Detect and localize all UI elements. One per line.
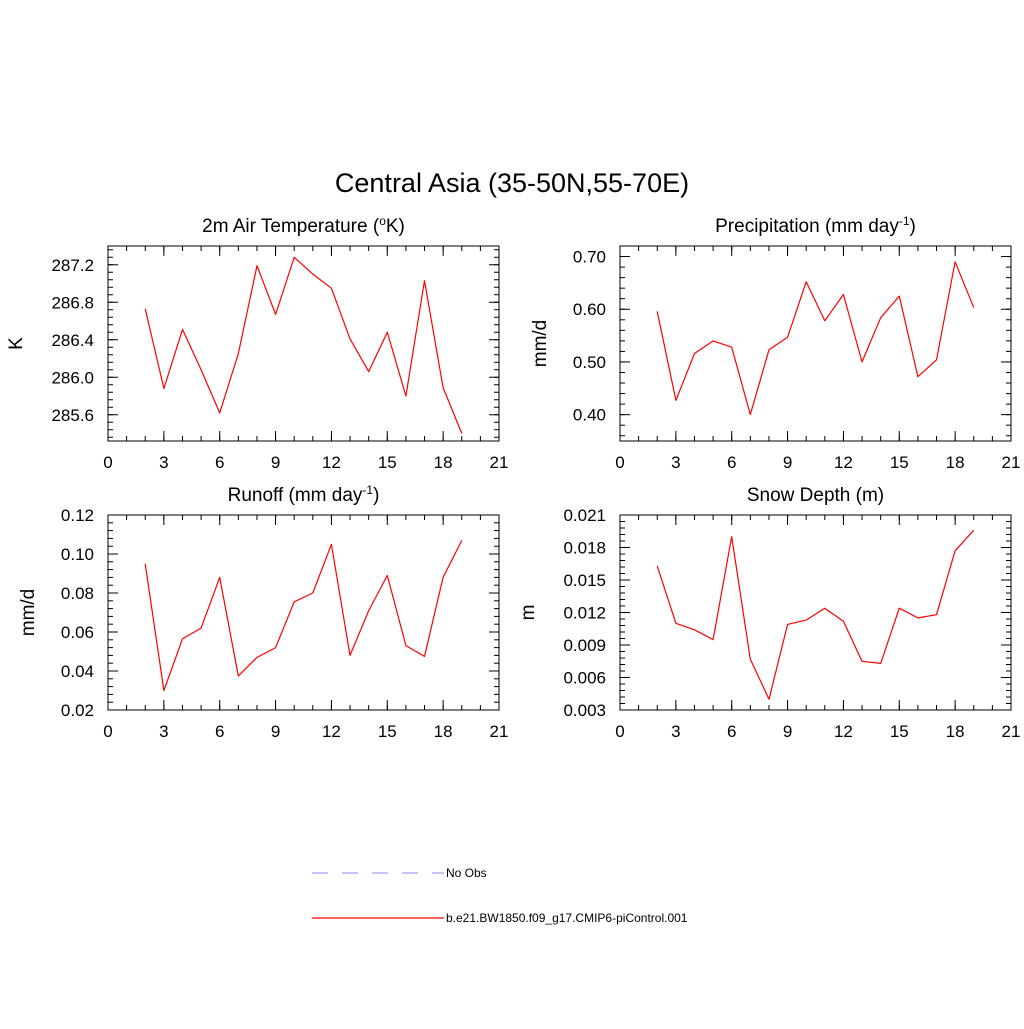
y-tick-label: 285.6 [51, 406, 94, 425]
x-tick-label: 15 [890, 453, 909, 472]
y-tick-label: 0.06 [61, 623, 94, 642]
y-tick-label: 0.12 [61, 506, 94, 525]
y-tick-label: 286.0 [51, 368, 94, 387]
y-axis-label: mm/d [530, 320, 551, 368]
y-tick-label: 0.04 [61, 662, 94, 681]
legend-label: No Obs [446, 866, 487, 880]
x-tick-label: 0 [615, 722, 624, 741]
y-tick-label: 0.012 [563, 604, 606, 623]
panel-4: Snow Depth (m) m 0 3 6 9 12 15 18 21 0.003 0.006 0.0… [518, 485, 1020, 741]
panel-1: 2m Air Temperature (oK) K 0 3 6 9 12 15 18 21 285.… [6, 214, 508, 472]
plot-frame [619, 514, 1012, 711]
y-tick-label: 286.4 [51, 331, 94, 350]
y-tick-label: 0.009 [563, 636, 606, 655]
x-tick-label: 18 [434, 722, 453, 741]
x-tick-label: 6 [215, 453, 224, 472]
x-tick-label: 12 [322, 722, 341, 741]
y-tick-label: 286.8 [51, 293, 94, 312]
x-tick-label: 3 [159, 453, 168, 472]
legend-entry: b.e21.BW1850.f09_g17.CMIP6-piControl.001 [312, 911, 688, 925]
panel-title: Runoff (mm day-1) [228, 483, 380, 506]
x-tick-label: 6 [727, 722, 736, 741]
x-tick-label: 0 [615, 453, 624, 472]
x-tick-label: 9 [271, 722, 280, 741]
x-tick-label: 0 [103, 453, 112, 472]
panel-title: Snow Depth (m) [747, 485, 884, 506]
x-tick-label: 3 [159, 722, 168, 741]
x-tick-label: 18 [434, 453, 453, 472]
x-tick-label: 18 [946, 453, 965, 472]
y-axis-label: K [6, 337, 27, 350]
y-axis-label: mm/d [18, 589, 39, 637]
legend: No Obs b.e21.BW1850.f09_g17.CMIP6-piContr… [312, 866, 688, 925]
x-tick-label: 21 [490, 722, 509, 741]
y-tick-label: 0.08 [61, 584, 94, 603]
y-tick-label: 0.40 [573, 406, 606, 425]
x-tick-label: 9 [271, 453, 280, 472]
x-tick-label: 12 [834, 453, 853, 472]
x-tick-label: 0 [103, 722, 112, 741]
x-tick-label: 21 [1002, 453, 1021, 472]
series-line [656, 529, 975, 700]
series-line [144, 540, 463, 692]
y-tick-label: 0.021 [563, 506, 606, 525]
x-tick-label: 3 [671, 453, 680, 472]
x-tick-label: 15 [378, 722, 397, 741]
panel-title: 2m Air Temperature (oK) [202, 214, 405, 237]
x-tick-label: 12 [834, 722, 853, 741]
x-tick-label: 18 [946, 722, 965, 741]
series-line [656, 261, 975, 416]
x-tick-label: 21 [1002, 722, 1021, 741]
y-tick-label: 0.02 [61, 701, 94, 720]
x-tick-label: 9 [783, 722, 792, 741]
legend-entry: No Obs [312, 866, 487, 880]
y-tick-label: 0.018 [563, 539, 606, 558]
panel-3: Runoff (mm day-1) mm/d 0 3 6 9 12 15 18 21 0.02 0.0… [18, 483, 508, 741]
panels: 2m Air Temperature (oK) K 0 3 6 9 12 15 18 21 285.… [6, 214, 1020, 741]
main-title: Central Asia (35-50N,55-70E) [335, 168, 689, 198]
y-tick-label: 0.70 [573, 248, 606, 267]
x-tick-label: 6 [215, 722, 224, 741]
legend-label: b.e21.BW1850.f09_g17.CMIP6-piControl.001 [446, 911, 688, 925]
y-tick-label: 0.015 [563, 571, 606, 590]
x-tick-label: 12 [322, 453, 341, 472]
panel-2: Precipitation (mm day-1) mm/d 0 3 6 9 12 15 18 21… [530, 214, 1020, 472]
plot-frame [107, 514, 500, 711]
x-tick-label: 15 [378, 453, 397, 472]
plot-frame [107, 245, 500, 442]
y-tick-label: 0.10 [61, 545, 94, 564]
x-tick-label: 15 [890, 722, 909, 741]
plot-frame [619, 245, 1012, 442]
x-tick-label: 6 [727, 453, 736, 472]
y-tick-label: 287.2 [51, 256, 94, 275]
x-tick-label: 21 [490, 453, 509, 472]
y-tick-label: 0.50 [573, 353, 606, 372]
x-tick-label: 3 [671, 722, 680, 741]
series-line [144, 256, 463, 434]
y-axis-label: m [518, 605, 539, 621]
x-tick-label: 9 [783, 453, 792, 472]
y-tick-label: 0.003 [563, 701, 606, 720]
y-tick-label: 0.60 [573, 300, 606, 319]
y-tick-label: 0.006 [563, 669, 606, 688]
panel-title: Precipitation (mm day-1) [715, 214, 916, 237]
